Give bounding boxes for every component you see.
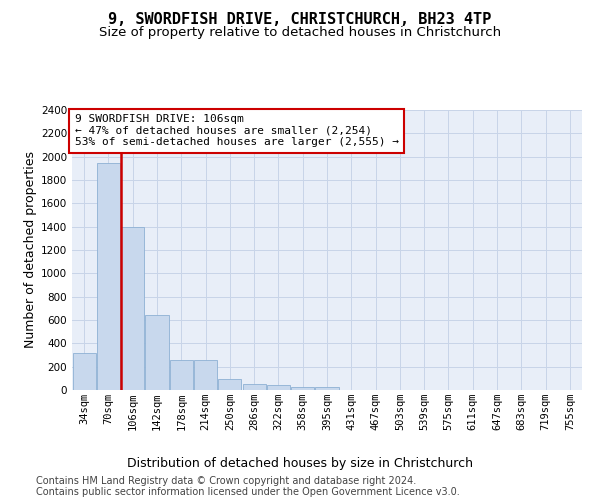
- Text: 9, SWORDFISH DRIVE, CHRISTCHURCH, BH23 4TP: 9, SWORDFISH DRIVE, CHRISTCHURCH, BH23 4…: [109, 12, 491, 28]
- Bar: [291, 386, 314, 390]
- Text: Distribution of detached houses by size in Christchurch: Distribution of detached houses by size …: [127, 458, 473, 470]
- Bar: [218, 379, 241, 390]
- Text: 9 SWORDFISH DRIVE: 106sqm
← 47% of detached houses are smaller (2,254)
53% of se: 9 SWORDFISH DRIVE: 106sqm ← 47% of detac…: [74, 114, 398, 148]
- Y-axis label: Number of detached properties: Number of detached properties: [24, 152, 37, 348]
- Text: Contains public sector information licensed under the Open Government Licence v3: Contains public sector information licen…: [36, 487, 460, 497]
- Bar: [267, 385, 290, 390]
- Bar: [73, 352, 95, 390]
- Bar: [194, 360, 217, 390]
- Bar: [242, 384, 266, 390]
- Bar: [145, 316, 169, 390]
- Bar: [97, 162, 120, 390]
- Bar: [170, 360, 193, 390]
- Bar: [316, 387, 338, 390]
- Text: Contains HM Land Registry data © Crown copyright and database right 2024.: Contains HM Land Registry data © Crown c…: [36, 476, 416, 486]
- Text: Size of property relative to detached houses in Christchurch: Size of property relative to detached ho…: [99, 26, 501, 39]
- Bar: [121, 226, 144, 390]
